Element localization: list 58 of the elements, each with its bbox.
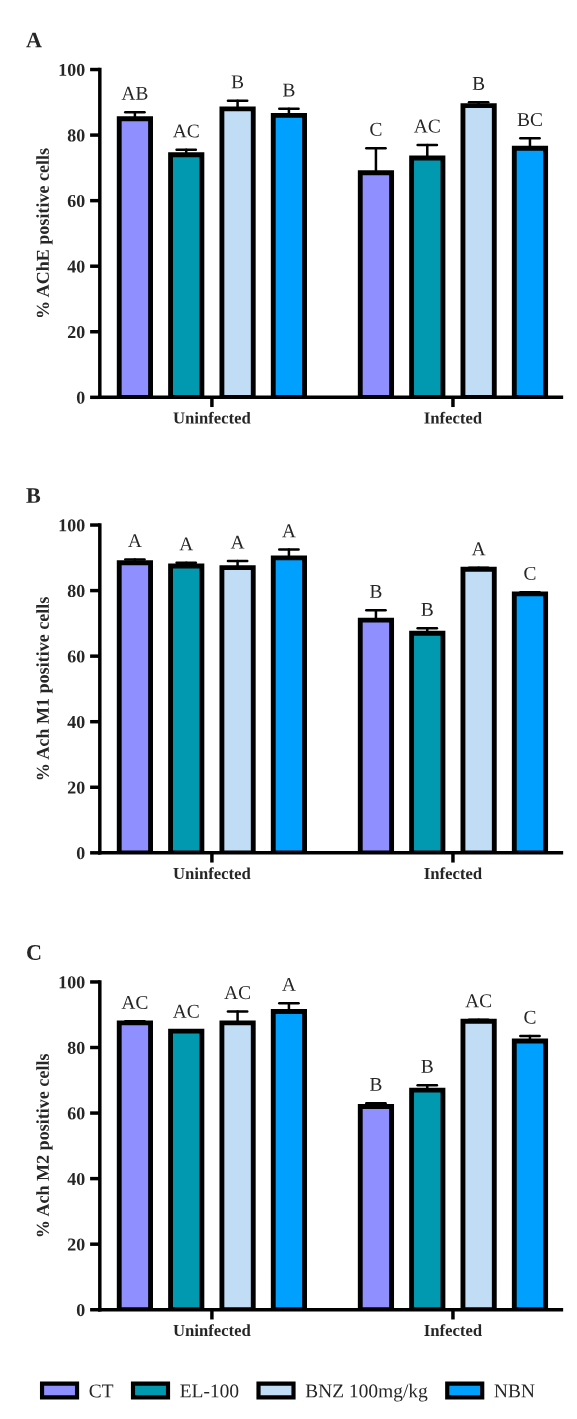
y-tick-label: 0 [76,391,85,404]
y-tick-label: 40 [67,1172,85,1186]
y-tick-label: 20 [67,781,85,794]
data-label: AC [224,986,251,1000]
y-axis-title: % Ach M2 positive cells [36,1054,53,1237]
y-tick-label: 80 [67,584,85,598]
data-label: B [282,83,295,97]
y-tick-label: 60 [67,1107,85,1120]
legend-label: CT [89,1384,114,1398]
data-label: AC [172,1004,199,1018]
y-tick-label: 40 [67,260,85,273]
legend-label: EL-100 [180,1384,239,1398]
x-tick-label: Infected [424,867,482,880]
chart-title: A [26,32,42,48]
data-label: C [524,1010,536,1024]
x-tick-label: Infected [424,1324,482,1337]
data-label: B [421,1059,433,1073]
data-label: AC [413,119,440,133]
data-label: AC [465,994,492,1008]
data-label: AC [121,995,148,1009]
y-tick-label: 60 [67,194,85,208]
y-tick-label: 80 [67,1041,85,1054]
data-label: A [230,535,245,549]
y-tick-label: 80 [67,129,85,142]
y-tick-label: 40 [67,715,85,729]
data-label: A [282,524,296,538]
y-tick-label: 20 [67,1238,85,1251]
y-axis-title: % AChE positive cells [36,148,53,318]
x-tick-label: Uninfected [173,411,251,424]
data-label: C [524,566,536,580]
data-label: A [128,534,142,547]
data-label: C [370,122,382,136]
data-label: A [179,537,194,551]
y-tick-label: 0 [76,1303,85,1317]
x-tick-label: Uninfected [173,867,251,880]
data-label: B [370,1078,382,1091]
data-label: BC [517,113,542,127]
y-tick-label: 60 [67,650,85,663]
data-label: AB [121,86,148,100]
y-axis-title: % Ach M1 positive cells [36,597,53,780]
data-label: B [231,75,244,89]
y-tick-label: 20 [67,326,85,339]
legend-label: NBN [494,1384,535,1398]
x-tick-label: Infected [424,411,482,424]
y-tick-label: 100 [59,519,85,532]
x-tick-label: Uninfected [173,1324,251,1337]
y-tick-label: 100 [59,63,85,76]
legend-label: BNZ 100mg/kg [305,1383,428,1402]
chart-title: B [26,488,41,503]
data-label: A [282,977,296,991]
data-label: AC [172,124,199,138]
data-label: A [471,542,486,556]
data-label: B [370,585,382,598]
chart-title: C [27,945,41,960]
y-tick-label: 100 [59,976,85,989]
data-label: B [472,77,485,90]
data-label: B [421,603,433,616]
y-tick-label: 0 [76,847,85,860]
